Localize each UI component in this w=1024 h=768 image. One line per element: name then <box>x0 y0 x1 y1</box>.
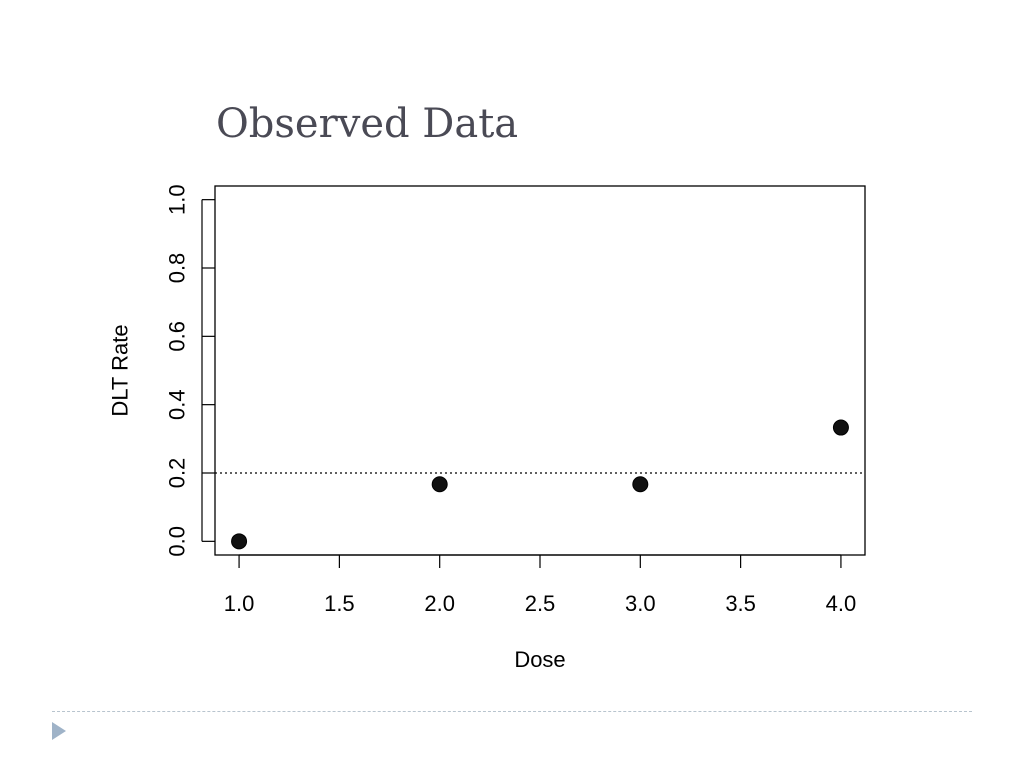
x-tick-label: 3.0 <box>625 591 656 616</box>
y-axis: 0.0 0.2 0.4 0.6 0.8 1.0 <box>165 184 215 557</box>
slide-title: Observed Data <box>216 101 519 147</box>
x-tick-label: 2.0 <box>424 591 455 616</box>
y-tick-label: 0.2 <box>165 458 190 489</box>
y-axis-label: DLT Rate <box>108 324 133 416</box>
data-point <box>231 533 248 550</box>
y-tick-label: 1.0 <box>165 184 190 215</box>
y-tick-label: 0.6 <box>165 321 190 352</box>
y-tick-label: 0.0 <box>165 526 190 557</box>
data-points <box>231 419 849 550</box>
plot-frame <box>214 185 866 556</box>
y-tick-label: 0.4 <box>165 389 190 420</box>
x-tick-label: 2.5 <box>525 591 556 616</box>
x-axis: 1.0 1.5 2.0 2.5 3.0 3.5 4.0 <box>224 554 857 616</box>
data-point <box>632 476 649 493</box>
data-point <box>832 419 849 436</box>
x-tick-label: 1.5 <box>324 591 355 616</box>
x-tick-label: 1.0 <box>224 591 255 616</box>
x-tick-label: 3.5 <box>725 591 756 616</box>
x-axis-label: Dose <box>514 647 565 672</box>
data-point <box>431 476 448 493</box>
y-tick-label: 0.8 <box>165 253 190 284</box>
triangle-bullet-icon <box>52 722 66 740</box>
x-tick-label: 4.0 <box>826 591 857 616</box>
footer-divider <box>52 711 972 712</box>
